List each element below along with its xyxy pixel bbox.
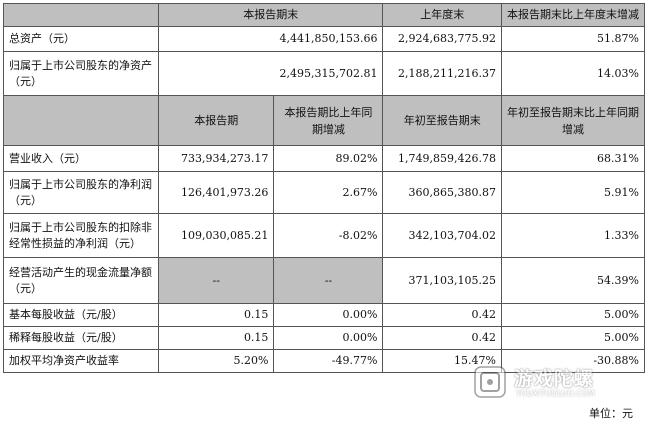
value-cell: -- [273,257,384,304]
row-label: 营业收入（元） [2,145,160,172]
watermark: 游戏陀螺 YOUXITUOLUO.COM [472,362,632,406]
value-cell: 371,103,105.25 [382,257,502,304]
value-cell: 360,865,380.87 [382,171,502,214]
gyroscope-logo-icon [474,366,506,398]
table-row: 加权平均净资产收益率 5.20% -49.77% 15.47% -30.88% [2,349,645,373]
value-cell: 5.20% [158,349,275,373]
value-cell: 2,924,683,775.92 [382,26,502,52]
row-label: 加权平均净资产收益率 [2,349,160,373]
value-cell: 4,441,850,153.66 [158,26,384,52]
value-cell: 68.31% [500,145,645,172]
value-cell: 0.15 [158,303,275,327]
value-cell: 1.33% [500,213,645,258]
value-cell: 0.42 [382,326,502,350]
row-label: 基本每股收益（元/股） [2,303,160,327]
header-current-period: 本报告期 [158,95,275,146]
value-cell: 2,188,211,216.37 [382,51,502,96]
value-cell: -8.02% [273,213,384,258]
table-row: 归属于上市公司股东的净利润（元） 126,401,973.26 2.67% 36… [2,171,645,214]
header-blank-cell [2,3,160,27]
header-ytd: 年初至报告期末 [382,95,502,146]
row-label: 归属于上市公司股东的扣除非经常性损益的净利润（元） [2,213,160,258]
row-label: 稀释每股收益（元/股） [2,326,160,350]
watermark-text: 游戏陀螺 [514,368,595,390]
value-cell: 0.00% [273,303,384,327]
value-cell: -- [158,257,275,304]
value-cell: 342,103,704.02 [382,213,502,258]
row-label: 归属于上市公司股东的净资产（元） [2,51,160,96]
header-prior-year-end: 上年度末 [382,3,502,27]
header-period-end-change: 本报告期末比上年度末增减 [500,3,645,27]
value-cell: 5.91% [500,171,645,214]
table-row: 营业收入（元） 733,934,273.17 89.02% 1,749,859,… [2,145,645,172]
row-label: 归属于上市公司股东的净利润（元） [2,171,160,214]
table-row: 归属于上市公司股东的净资产（元） 2,495,315,702.81 2,188,… [2,51,645,96]
value-cell: 126,401,973.26 [158,171,275,214]
row-label: 经营活动产生的现金流量净额（元） [2,257,160,304]
value-cell: 5.00% [500,326,645,350]
value-cell: 89.02% [273,145,384,172]
value-cell: 0.15 [158,326,275,350]
row-label: 总资产（元） [2,26,160,52]
watermark-url: YOUXITUOLUO.COM [516,389,595,398]
table-row: 基本每股收益（元/股） 0.15 0.00% 0.42 5.00% [2,303,645,327]
value-cell: 14.03% [500,51,645,96]
unit-note: 单位：元 [589,407,633,420]
value-cell: -30.88% [500,349,645,373]
value-cell: 15.47% [382,349,502,373]
table-row: 稀释每股收益（元/股） 0.15 0.00% 0.42 5.00% [2,326,645,350]
value-cell: 2,495,315,702.81 [158,51,384,96]
header-blank-cell [2,95,160,146]
value-cell: -49.77% [273,349,384,373]
financial-table: 本报告期末 上年度末 本报告期末比上年度末增减 总资产（元） 4,441,850… [2,3,645,373]
header-ytd-change: 年初至报告期末比上年同期增减 [500,95,645,146]
value-cell: 51.87% [500,26,645,52]
value-cell: 109,030,085.21 [158,213,275,258]
table-row: 经营活动产生的现金流量净额（元） -- -- 371,103,105.25 54… [2,257,645,304]
header-period-end: 本报告期末 [158,3,384,27]
value-cell: 2.67% [273,171,384,214]
value-cell: 54.39% [500,257,645,304]
value-cell: 5.00% [500,303,645,327]
value-cell: 0.00% [273,326,384,350]
value-cell: 0.42 [382,303,502,327]
table-row: 归属于上市公司股东的扣除非经常性损益的净利润（元） 109,030,085.21… [2,213,645,258]
header-current-period-change: 本报告期比上年同期增减 [273,95,384,146]
value-cell: 1,749,859,426.78 [382,145,502,172]
value-cell: 733,934,273.17 [158,145,275,172]
table-row: 总资产（元） 4,441,850,153.66 2,924,683,775.92… [2,26,645,52]
